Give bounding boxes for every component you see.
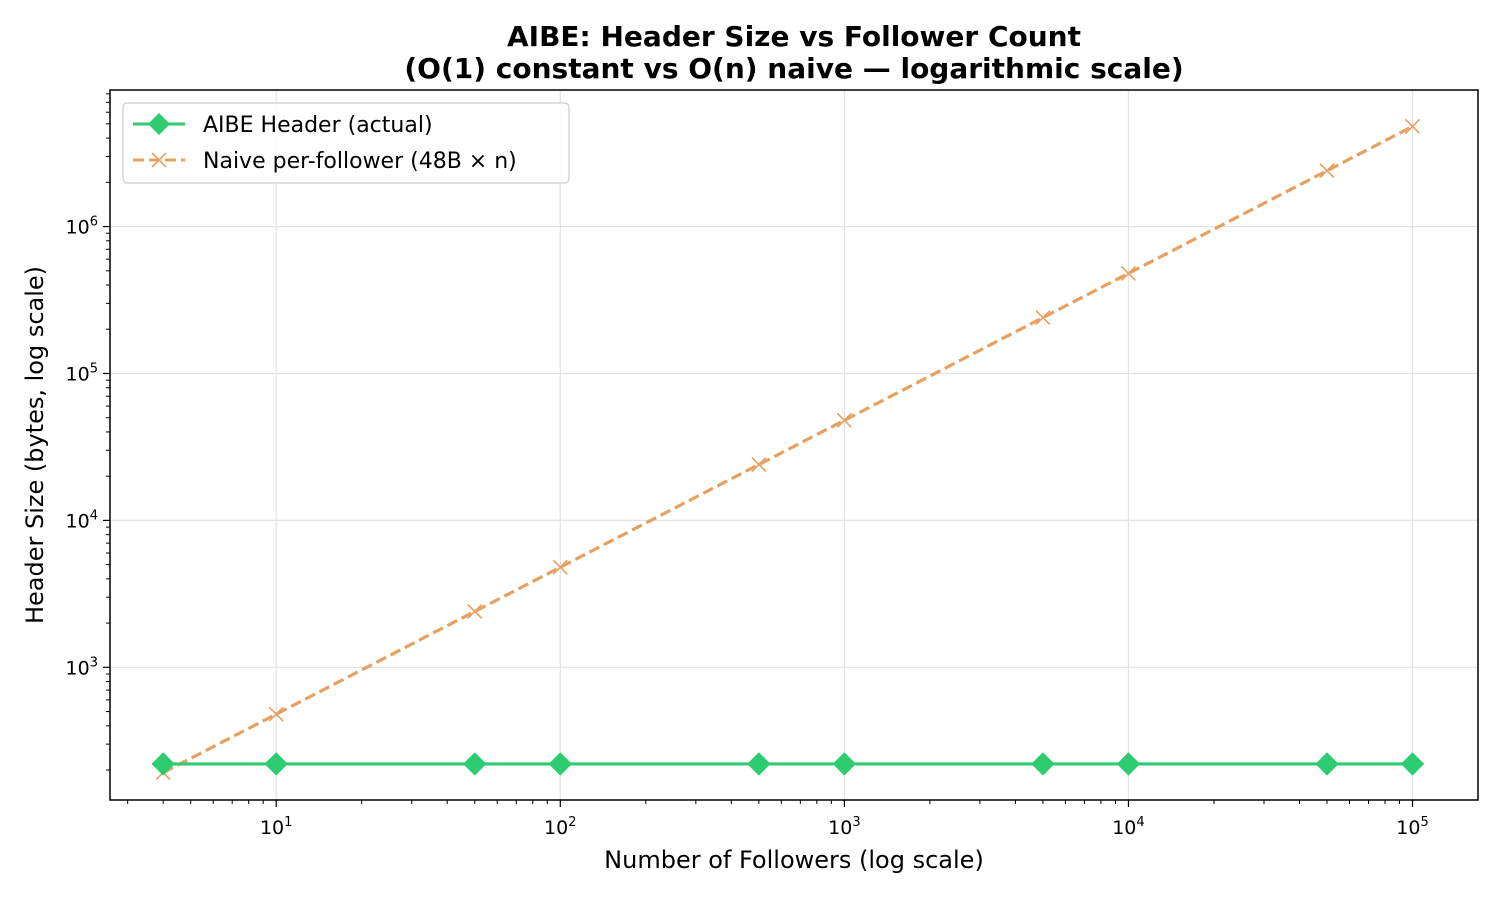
- data-point-naive: [467, 603, 483, 620]
- x-tick-label: 105: [1396, 815, 1428, 839]
- data-point-naive: [1404, 118, 1421, 135]
- data-point-aibe: [1400, 752, 1425, 776]
- data-point-naive: [1120, 265, 1137, 281]
- y-tick-label: 104: [66, 508, 98, 532]
- data-point-aibe: [264, 752, 288, 776]
- data-point-aibe: [1315, 752, 1339, 776]
- plot-series: [151, 118, 1425, 781]
- plot-frame: [109, 89, 1479, 801]
- data-point-naive: [552, 559, 568, 575]
- chart-subtitle: (O(1) constant vs O(n) naive — logarithm…: [404, 52, 1183, 85]
- data-point-aibe: [747, 752, 771, 776]
- x-tick-label: 104: [1112, 815, 1144, 839]
- legend-box: [122, 102, 570, 184]
- legend-marker-aibe: [148, 113, 170, 135]
- legend-label-aibe: AIBE Header (actual): [203, 113, 433, 138]
- data-point-aibe: [151, 752, 175, 776]
- data-point-naive: [751, 456, 767, 473]
- data-point-naive: [268, 706, 284, 722]
- series-line-naive: [162, 125, 1414, 775]
- y-tick-label: 103: [66, 655, 98, 679]
- data-point-aibe: [1116, 752, 1141, 776]
- data-point-aibe: [1031, 752, 1055, 776]
- y-axis-label: Header Size (bytes, log scale): [21, 266, 49, 624]
- x-tick-label: 102: [544, 815, 576, 839]
- data-point-naive: [1035, 310, 1051, 326]
- legend: AIBE Header (actual) Naive per-follower …: [122, 102, 570, 184]
- data-point-naive: [836, 412, 852, 428]
- legend-marker-naive: [151, 152, 167, 168]
- data-point-aibe: [832, 752, 857, 776]
- data-point-aibe: [548, 752, 572, 776]
- legend-label-naive: Naive per-follower (48B × n): [203, 149, 517, 174]
- data-point-naive: [1319, 163, 1335, 179]
- y-tick-label: 106: [66, 215, 98, 239]
- x-axis-label: Number of Followers (log scale): [604, 846, 984, 874]
- data-point-aibe: [463, 752, 487, 776]
- x-tick-label: 101: [260, 815, 292, 839]
- grid: [110, 90, 1478, 800]
- axis-ticks: 101 102 103 104 105 103 104 105 106: [66, 93, 1429, 839]
- y-tick-label: 105: [66, 361, 98, 385]
- chart-title: AIBE: Header Size vs Follower Count: [507, 20, 1081, 53]
- x-tick-label: 103: [828, 815, 860, 839]
